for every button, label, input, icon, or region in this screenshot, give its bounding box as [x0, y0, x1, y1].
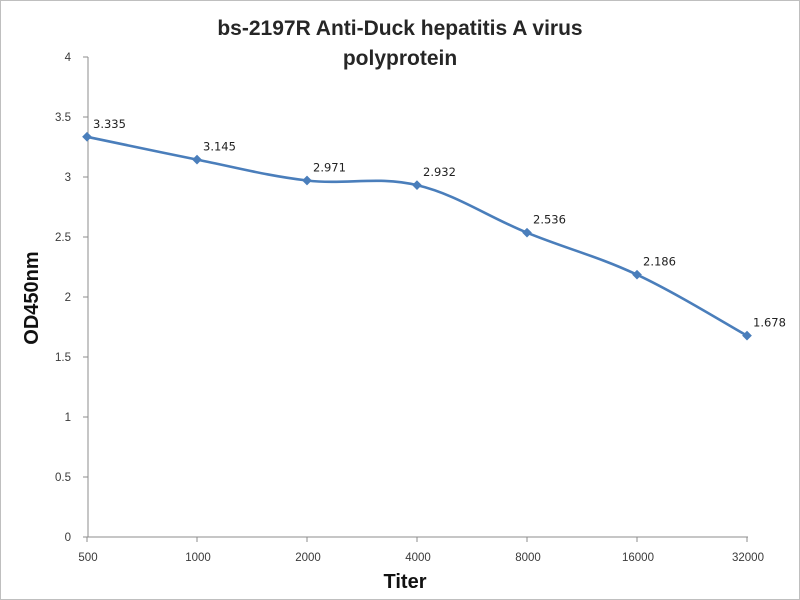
data-point-marker: [412, 180, 422, 191]
y-tick-label: 4: [65, 52, 72, 64]
y-tick-label: 2.5: [55, 232, 71, 244]
x-tick-label: 32000: [732, 552, 764, 564]
x-axis-title: Titer: [384, 571, 427, 593]
data-point-marker: [192, 154, 202, 165]
chart-title: bs-2197R Anti-Duck hepatitis A virus pol…: [0, 14, 800, 74]
y-tick-label: 1.5: [55, 352, 71, 364]
y-axis-ticks: 0 0.5 1 1.5 2 2.5 3 3.5 4: [55, 52, 88, 544]
x-tick-label: 2000: [295, 552, 321, 564]
y-tick-label: 3.5: [55, 112, 71, 124]
y-tick-label: 3: [65, 172, 71, 184]
y-tick-label: 0.5: [55, 472, 71, 484]
x-tick-label: 500: [78, 552, 97, 564]
data-label: 2.186: [643, 255, 676, 269]
y-axis-title: OD450nm: [21, 251, 43, 344]
series-layer: 3.335 3.145 2.971 2.932 2.536 2.186 1.678: [82, 117, 786, 341]
y-tick-label: 1: [65, 412, 71, 424]
y-axis: 0 0.5 1 1.5 2 2.5 3 3.5 4: [55, 52, 89, 544]
series-line: [86, 135, 748, 337]
data-point-marker: [82, 131, 92, 142]
data-point-marker: [742, 330, 752, 341]
x-tick-label: 16000: [622, 552, 654, 564]
data-label: 3.335: [93, 117, 126, 131]
data-label: 2.536: [533, 213, 566, 227]
x-tick-label: 1000: [185, 552, 211, 564]
data-label: 3.145: [203, 140, 236, 154]
data-label: 1.678: [753, 316, 786, 330]
data-point-marker: [632, 269, 642, 280]
data-point-marker: [522, 227, 532, 238]
data-label: 2.971: [313, 160, 346, 174]
data-point-marker: [302, 175, 312, 186]
chart-title-line-1: bs-2197R Anti-Duck hepatitis A virus: [217, 17, 583, 40]
data-label: 2.932: [423, 165, 456, 179]
x-axis-ticks: 500 1000 2000 4000 8000 16000 32000: [78, 537, 764, 564]
x-tick-label: 4000: [405, 552, 431, 564]
y-tick-label: 0: [65, 532, 71, 544]
chart-title-line-2: polyprotein: [342, 47, 458, 70]
x-tick-label: 8000: [515, 552, 541, 564]
y-tick-label: 2: [65, 292, 71, 304]
x-axis: 500 1000 2000 4000 8000 16000 32000: [78, 536, 764, 564]
